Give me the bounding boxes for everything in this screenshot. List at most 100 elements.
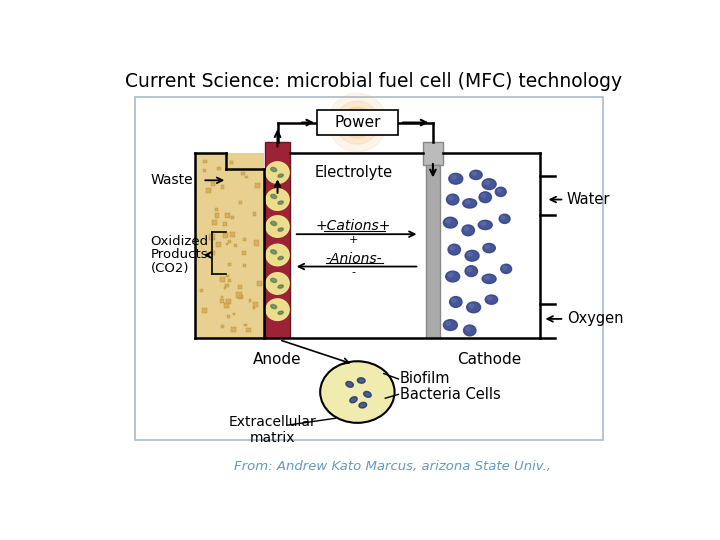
Text: Electrolyte: Electrolyte <box>315 165 392 180</box>
Ellipse shape <box>465 200 470 204</box>
Ellipse shape <box>266 299 289 320</box>
Ellipse shape <box>467 268 472 272</box>
Bar <box>207 188 211 193</box>
Bar <box>216 242 220 247</box>
Ellipse shape <box>479 192 492 202</box>
Bar <box>233 313 235 315</box>
Bar <box>238 295 243 299</box>
Ellipse shape <box>487 296 492 300</box>
Ellipse shape <box>266 244 289 266</box>
Ellipse shape <box>446 271 459 282</box>
Bar <box>248 299 251 302</box>
Ellipse shape <box>278 174 283 177</box>
Bar <box>242 251 246 255</box>
Ellipse shape <box>481 222 485 225</box>
Text: Extracellular
matrix: Extracellular matrix <box>228 415 316 445</box>
Bar <box>254 240 259 246</box>
Text: +Cations+: +Cations+ <box>316 219 391 233</box>
Ellipse shape <box>501 216 505 219</box>
Circle shape <box>336 101 379 144</box>
Bar <box>211 183 215 186</box>
Bar <box>243 238 246 241</box>
Ellipse shape <box>503 266 506 269</box>
Bar <box>230 161 233 165</box>
Bar <box>221 295 223 298</box>
Text: Water: Water <box>567 192 610 207</box>
Ellipse shape <box>500 264 512 273</box>
Ellipse shape <box>449 173 463 184</box>
Text: +: + <box>348 234 358 245</box>
Bar <box>224 287 226 289</box>
Bar <box>234 245 237 247</box>
Ellipse shape <box>483 244 495 253</box>
Ellipse shape <box>495 187 506 197</box>
Text: Waste: Waste <box>150 173 193 187</box>
Ellipse shape <box>271 278 276 282</box>
Ellipse shape <box>449 296 462 307</box>
Bar <box>245 176 248 178</box>
Bar <box>220 299 223 303</box>
Ellipse shape <box>271 194 276 199</box>
Bar <box>253 301 258 307</box>
Bar <box>231 216 234 219</box>
Ellipse shape <box>444 217 457 228</box>
Ellipse shape <box>271 167 276 172</box>
Bar <box>243 265 246 267</box>
Bar <box>225 242 228 245</box>
Bar <box>221 325 224 328</box>
Ellipse shape <box>465 251 479 261</box>
Ellipse shape <box>359 402 366 408</box>
Ellipse shape <box>266 162 289 184</box>
Bar <box>228 240 230 243</box>
Bar <box>228 263 231 266</box>
Text: Oxidized: Oxidized <box>150 235 209 248</box>
Text: Products: Products <box>150 248 208 261</box>
Bar <box>253 307 255 309</box>
Bar <box>217 167 221 170</box>
Ellipse shape <box>467 302 481 313</box>
Bar <box>226 275 229 278</box>
Ellipse shape <box>498 189 501 192</box>
Text: -Anions-: -Anions- <box>325 252 382 266</box>
Bar <box>246 328 251 332</box>
Ellipse shape <box>499 214 510 224</box>
Ellipse shape <box>464 227 469 231</box>
Bar <box>290 153 423 338</box>
Ellipse shape <box>271 250 276 254</box>
Bar <box>225 284 229 287</box>
Bar <box>211 251 215 255</box>
Ellipse shape <box>446 219 451 223</box>
Bar <box>236 293 241 298</box>
Ellipse shape <box>485 295 498 304</box>
Bar <box>230 327 236 332</box>
Text: Biofilm: Biofilm <box>400 372 451 387</box>
Bar <box>244 323 247 326</box>
Bar <box>210 234 215 240</box>
Bar <box>255 184 260 188</box>
Bar <box>228 279 231 281</box>
Ellipse shape <box>462 225 474 236</box>
Text: Cathode: Cathode <box>457 352 521 367</box>
Ellipse shape <box>446 194 459 205</box>
FancyBboxPatch shape <box>317 110 397 135</box>
Ellipse shape <box>320 361 395 423</box>
Ellipse shape <box>466 327 470 330</box>
Bar <box>253 212 256 215</box>
Ellipse shape <box>464 325 476 336</box>
Ellipse shape <box>469 304 474 308</box>
Bar <box>223 233 228 238</box>
Ellipse shape <box>446 321 451 325</box>
Ellipse shape <box>465 266 477 276</box>
Bar <box>215 213 219 218</box>
Ellipse shape <box>357 378 365 383</box>
Bar <box>212 220 217 225</box>
Text: (CO2): (CO2) <box>150 261 189 274</box>
Ellipse shape <box>448 244 461 255</box>
Ellipse shape <box>278 311 283 314</box>
Text: Oxygen: Oxygen <box>567 312 623 326</box>
Bar <box>224 303 229 308</box>
Ellipse shape <box>482 179 496 190</box>
Ellipse shape <box>449 196 453 200</box>
Circle shape <box>342 107 373 138</box>
Bar <box>202 308 207 313</box>
